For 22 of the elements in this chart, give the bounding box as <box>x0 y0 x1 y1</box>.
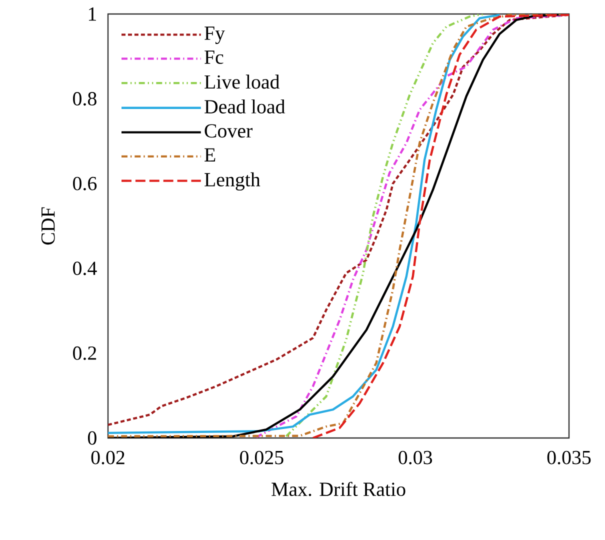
y-axis-title: CDF <box>41 207 55 245</box>
line-series <box>285 14 484 438</box>
y-tick-label: 1 <box>88 7 96 21</box>
x-tick-label: 0.03 <box>398 450 432 464</box>
x-tick-label: 0.035 <box>547 450 591 464</box>
legend-label: E <box>204 148 216 162</box>
legend-label: Dead load <box>204 99 286 114</box>
y-tick-label: 0.4 <box>73 262 97 276</box>
legend-label: Cover <box>204 124 252 138</box>
line-series <box>312 14 570 438</box>
legend-label: Fy <box>204 26 225 44</box>
legend-label: Fc <box>204 50 224 64</box>
legend-label: Length <box>204 172 260 191</box>
y-tick-label: 0.8 <box>73 92 96 106</box>
y-tick-label: 0 <box>88 431 96 445</box>
legend-label: Live load <box>204 74 280 89</box>
x-tick-label: 0.025 <box>240 450 284 464</box>
x-axis-title: Max. Drift Ratio <box>272 482 406 496</box>
y-tick-label: 0.2 <box>73 346 96 360</box>
y-tick-label: 0.6 <box>73 176 97 190</box>
line-series <box>108 14 501 434</box>
x-tick-label: 0.02 <box>91 450 124 464</box>
